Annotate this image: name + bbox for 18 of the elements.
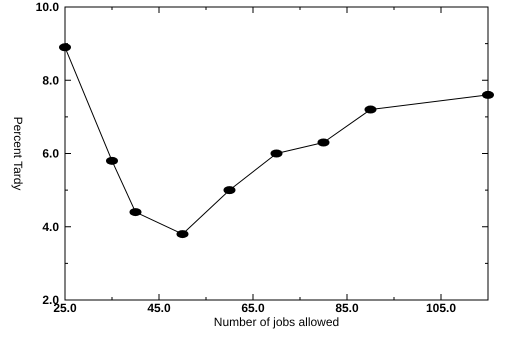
y-tick-label: 6.0	[42, 146, 60, 161]
point	[364, 106, 376, 114]
point	[176, 230, 188, 238]
y-tick-label: 8.0	[42, 73, 60, 88]
y-axis-title: Percent Tardy	[11, 116, 25, 190]
y-tick-label: 10.0	[36, 0, 60, 14]
point	[59, 43, 71, 52]
point	[318, 138, 330, 147]
point	[224, 186, 236, 194]
point	[130, 208, 142, 216]
point	[106, 156, 118, 165]
x-tick-label: 65.0	[241, 301, 265, 315]
x-tick-label: 85.0	[335, 301, 359, 315]
x-tick-label: 45.0	[147, 301, 171, 315]
point	[482, 90, 494, 99]
x-axis-title: Number of jobs allowed	[214, 315, 340, 329]
x-tick-label: 105.0	[426, 301, 456, 315]
y-tick-label: 4.0	[42, 220, 60, 234]
